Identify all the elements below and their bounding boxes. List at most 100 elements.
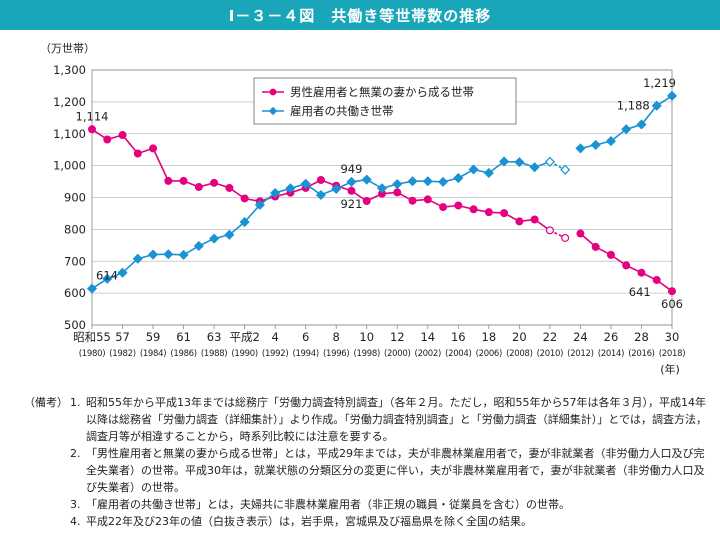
data-point	[544, 156, 555, 167]
y-tick-label: 800	[64, 222, 86, 236]
data-point	[285, 183, 296, 194]
legend-marker	[268, 106, 278, 116]
data-label: 614	[96, 269, 118, 283]
data-point	[362, 197, 371, 206]
data-point	[178, 249, 189, 260]
x-tick-label: 平成2	[229, 330, 259, 344]
x-tick-sublabel: (1992)	[262, 349, 288, 359]
x-tick-label: 8	[333, 330, 340, 344]
x-tick-label: 28	[634, 330, 649, 344]
data-point	[621, 124, 632, 135]
data-point	[407, 176, 418, 187]
data-point	[422, 176, 433, 187]
x-tick-label: 24	[573, 330, 588, 344]
data-label: 1,188	[617, 99, 650, 113]
x-tick-sublabel: (2006)	[476, 349, 502, 359]
x-tick-label: 昭和55	[73, 330, 111, 344]
x-tick-label: 12	[390, 330, 405, 344]
notes-section: （備考） 1. 昭和55年から平成13年までは総務庁「労働力調査特別調査」（各年…	[24, 394, 714, 530]
x-tick-label: 57	[115, 330, 130, 344]
plot-area	[91, 69, 673, 326]
data-point	[530, 215, 539, 224]
data-point	[545, 226, 554, 235]
data-point	[453, 173, 464, 184]
x-tick-label: 26	[604, 330, 619, 344]
data-point	[667, 287, 676, 296]
data-point	[102, 273, 113, 284]
x-tick-sublabel: (2014)	[598, 349, 624, 359]
x-tick-sublabel: (2004)	[445, 349, 471, 359]
data-label: 641	[629, 285, 651, 299]
data-point	[149, 144, 158, 153]
data-point	[193, 240, 204, 251]
x-tick-label: 30	[665, 330, 680, 344]
data-point	[179, 176, 188, 185]
x-tick-sublabel: (2002)	[415, 349, 441, 359]
x-tick-sublabel: (1996)	[323, 349, 349, 359]
note-row-3: 3. 「雇用者の共働き世帯」とは，夫婦共に非農林業雇用者（非正規の職員・従業員を…	[24, 496, 714, 513]
x-tick-label: 18	[482, 330, 497, 344]
data-point	[652, 276, 661, 285]
data-point	[622, 261, 631, 270]
data-label: 949	[340, 162, 362, 176]
data-point	[499, 156, 510, 167]
x-tick-sublabel: (1984)	[140, 349, 166, 359]
x-tick-label: 59	[146, 330, 161, 344]
data-point	[560, 164, 571, 175]
data-point	[347, 186, 356, 195]
x-tick-sublabel: (1988)	[201, 349, 227, 359]
figure-title: Ⅰ－３－４図 共働き等世帯数の推移	[0, 0, 720, 30]
y-tick-label: 900	[64, 191, 86, 205]
x-tick-label: 10	[359, 330, 374, 344]
data-point	[576, 229, 585, 238]
notes-tag: （備考）	[24, 396, 68, 409]
data-point	[408, 196, 417, 205]
data-label: 1,114	[76, 109, 109, 123]
note-number: 3.	[70, 498, 81, 511]
x-axis-label: (年)	[660, 362, 680, 376]
data-point	[240, 194, 249, 203]
data-point	[346, 176, 357, 187]
x-tick-label: 4	[271, 330, 278, 344]
data-point	[87, 125, 96, 134]
data-point	[591, 242, 600, 251]
data-point	[651, 100, 662, 111]
data-label: 921	[340, 197, 362, 211]
y-axis-label: （万世帯）	[40, 42, 95, 55]
data-point	[500, 209, 509, 218]
data-point	[86, 283, 98, 294]
data-point	[515, 217, 524, 226]
x-tick-label: 16	[451, 330, 466, 344]
data-point	[163, 249, 174, 260]
note-number: 1.	[70, 396, 81, 409]
y-tick-label: 1,100	[53, 127, 86, 141]
data-point	[164, 176, 173, 185]
data-point	[529, 162, 540, 173]
x-tick-sublabel: (1986)	[170, 349, 196, 359]
data-point	[393, 188, 402, 197]
data-point	[148, 249, 159, 260]
note-row-4: 4. 平成22年及び23年の値（白抜き表示）は，岩手県，宮城県及び福島県を除く全…	[24, 513, 714, 530]
y-tick-label: 1,000	[53, 159, 86, 173]
data-point	[636, 119, 647, 130]
data-point	[270, 187, 281, 199]
data-point	[361, 174, 372, 185]
data-point	[666, 90, 678, 101]
note-number: 2.	[70, 447, 81, 460]
data-point	[239, 216, 250, 228]
data-point	[118, 131, 127, 140]
data-point	[454, 201, 463, 210]
x-tick-sublabel: (2012)	[567, 349, 593, 359]
data-point	[117, 267, 128, 278]
data-point	[376, 183, 388, 194]
y-tick-label: 500	[64, 318, 86, 332]
y-tick-label: 600	[64, 286, 86, 300]
x-tick-sublabel: (2008)	[506, 349, 532, 359]
data-point	[483, 167, 494, 179]
x-tick-sublabel: (1990)	[231, 349, 257, 359]
data-point	[103, 135, 112, 144]
data-point	[315, 189, 326, 200]
x-tick-sublabel: (1982)	[109, 349, 135, 359]
data-point	[575, 143, 586, 154]
data-point	[210, 178, 219, 187]
